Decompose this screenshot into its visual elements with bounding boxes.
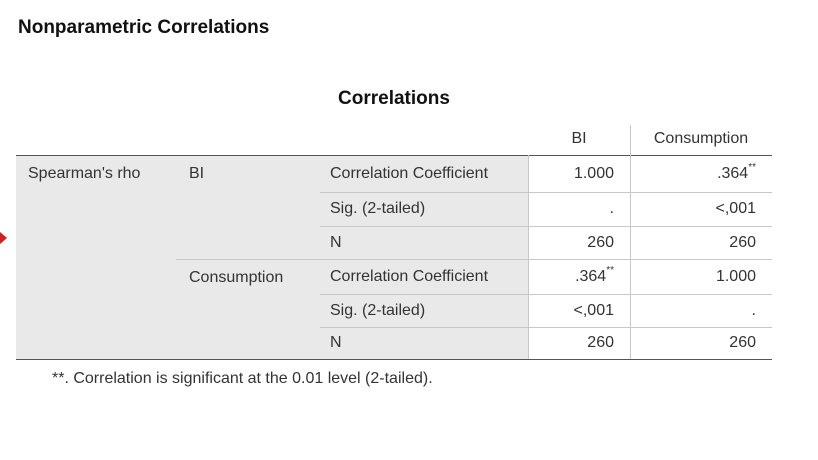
variable-label: BI [189,165,205,182]
footnote: **. Correlation is significant at the 0.… [52,370,433,387]
column-header: Consumption [653,130,749,147]
stat-label: N [330,334,342,351]
cell: 260 [630,333,756,353]
stat-label: Correlation Coefficient [330,164,489,182]
column-rule [528,155,529,359]
cell: .364** [528,264,614,287]
heading: Nonparametric Correlations [18,17,270,38]
cell-value: 260 [729,334,756,351]
cell-value: 260 [729,233,756,251]
cell: .364** [630,161,756,184]
column-header: BI [571,130,587,147]
cell: 260 [528,333,614,353]
cell-value: .364 [717,164,749,182]
stat-label: Correlation Coefficient [330,267,489,285]
cell: <,001 [528,301,614,321]
cell: 1.000 [528,164,614,184]
cell-value: .364 [575,267,607,285]
cell: 260 [630,233,756,253]
stat-label: N [330,233,342,251]
cell-value: . [609,200,614,217]
cell-value: . [751,301,756,319]
row-rule [320,294,772,295]
cell: <,001 [630,199,756,219]
row-group-label: Spearman's rho [28,165,141,182]
cell-value: 1.000 [573,164,614,182]
red-marker [0,232,7,244]
variable-label: Consumption [189,269,284,286]
cell-value: 260 [587,334,614,351]
cell-value: 260 [587,233,614,251]
table-title: Correlations [338,88,450,109]
significance-mark: ** [748,161,756,173]
row-rule [320,192,772,193]
stat-label: Sig. (2-tailed) [330,301,426,319]
row-rule [320,327,772,328]
column-rule [630,125,631,359]
header-rule [16,155,772,156]
cell: . [528,199,614,219]
bottom-rule [16,359,772,360]
row-rule [320,226,772,227]
block-rule [176,259,772,260]
cell: 1.000 [630,267,756,287]
cell-value: 1.000 [715,267,756,285]
cell-value: <,001 [715,200,756,217]
stat-label: Sig. (2-tailed) [330,200,426,217]
cell: . [630,301,756,321]
cell-value: <,001 [573,301,614,319]
significance-mark: ** [606,264,614,276]
cell: 260 [528,233,614,253]
label-area [16,155,528,359]
